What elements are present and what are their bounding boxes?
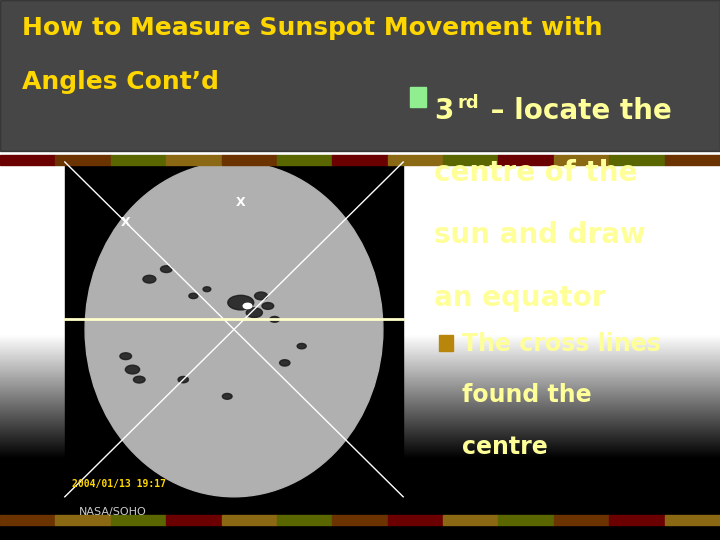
Bar — [443, 155, 498, 165]
Bar — [387, 155, 443, 165]
Bar — [554, 515, 609, 525]
Text: 2004/01/13 19:17: 2004/01/13 19:17 — [72, 478, 166, 489]
Ellipse shape — [270, 316, 279, 322]
Bar — [609, 155, 665, 165]
Bar — [410, 87, 426, 107]
Bar — [55, 155, 111, 165]
Text: – locate the: – locate the — [481, 97, 672, 125]
Bar — [222, 515, 277, 525]
Ellipse shape — [246, 308, 262, 318]
Text: centre of the: centre of the — [434, 159, 637, 187]
Bar — [498, 515, 554, 525]
Text: found the: found the — [462, 383, 591, 407]
Ellipse shape — [85, 162, 383, 497]
Bar — [277, 515, 333, 525]
Text: centre: centre — [462, 435, 547, 458]
Text: rd: rd — [457, 94, 479, 112]
Text: The cross lines: The cross lines — [462, 332, 660, 356]
Bar — [554, 155, 609, 165]
Bar — [111, 515, 166, 525]
Text: an equator: an equator — [434, 284, 606, 312]
Ellipse shape — [228, 295, 253, 310]
Text: sun and draw: sun and draw — [434, 221, 646, 249]
Ellipse shape — [120, 353, 132, 360]
Bar — [111, 155, 166, 165]
Ellipse shape — [222, 394, 232, 399]
Bar — [222, 155, 277, 165]
Text: NASA/SOHO: NASA/SOHO — [79, 507, 147, 517]
Bar — [0, 0, 720, 151]
Bar — [0, 155, 55, 165]
Ellipse shape — [161, 266, 172, 273]
Bar — [65, 162, 403, 497]
Bar — [333, 515, 387, 525]
Bar — [439, 335, 453, 351]
Bar — [333, 155, 387, 165]
Bar — [166, 515, 222, 525]
Text: How to Measure Sunspot Movement with: How to Measure Sunspot Movement with — [22, 16, 602, 40]
Ellipse shape — [125, 365, 140, 374]
Bar — [166, 155, 222, 165]
Ellipse shape — [178, 376, 189, 383]
Bar — [498, 155, 554, 165]
Ellipse shape — [143, 275, 156, 283]
Bar — [55, 515, 111, 525]
Ellipse shape — [297, 343, 306, 349]
Text: X: X — [121, 216, 130, 229]
Bar — [665, 155, 720, 165]
Ellipse shape — [133, 376, 145, 383]
Bar — [609, 515, 665, 525]
Ellipse shape — [262, 302, 274, 309]
Text: 3: 3 — [434, 97, 454, 125]
Ellipse shape — [189, 293, 198, 299]
Text: Angles Cont’d: Angles Cont’d — [22, 70, 219, 94]
Bar — [665, 515, 720, 525]
Ellipse shape — [203, 287, 211, 292]
Bar — [277, 155, 333, 165]
Text: X: X — [236, 195, 246, 208]
Ellipse shape — [243, 303, 252, 309]
Ellipse shape — [255, 292, 268, 300]
Ellipse shape — [279, 360, 290, 366]
Bar — [443, 515, 498, 525]
Ellipse shape — [243, 303, 251, 308]
Bar — [0, 515, 55, 525]
Bar — [387, 515, 443, 525]
